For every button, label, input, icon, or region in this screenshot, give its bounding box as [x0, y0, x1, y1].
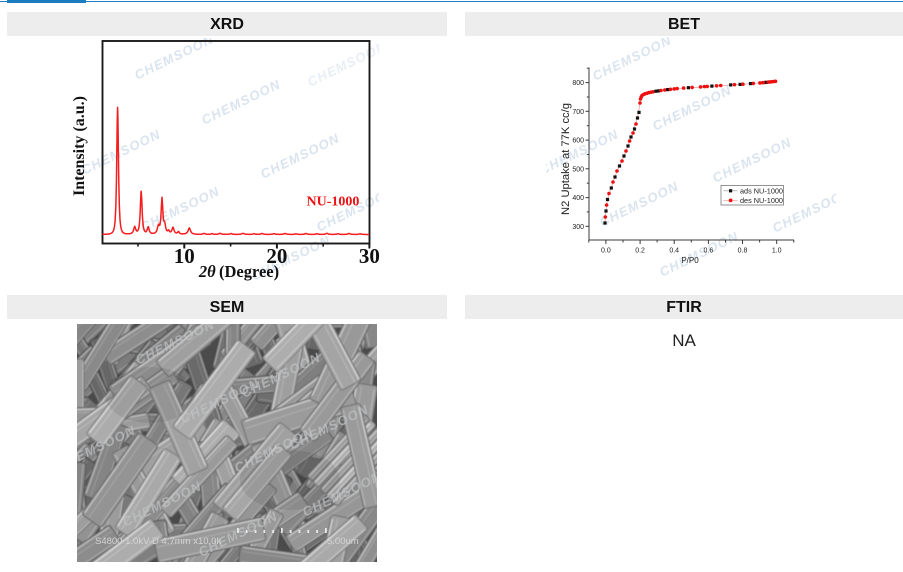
svg-text:CHEMSOON: CHEMSOON [305, 38, 389, 89]
svg-text:0.6: 0.6 [704, 247, 714, 254]
svg-text:1.0: 1.0 [772, 247, 782, 254]
svg-text:P/P0: P/P0 [681, 256, 699, 265]
svg-text:Intensity (a.u.): Intensity (a.u.) [71, 96, 88, 196]
svg-text:CHEMSOON: CHEMSOON [710, 134, 794, 185]
svg-text:30: 30 [359, 244, 380, 268]
svg-text:0.0: 0.0 [601, 247, 611, 254]
svg-text:800: 800 [572, 80, 584, 87]
svg-text:des NU-1000: des NU-1000 [740, 196, 783, 205]
svg-text:0.2: 0.2 [635, 247, 645, 254]
svg-text:700: 700 [572, 109, 584, 116]
svg-text:CHEMSOON: CHEMSOON [597, 178, 681, 229]
svg-text:600: 600 [572, 138, 584, 145]
svg-text:CHEMSOON: CHEMSOON [258, 130, 342, 181]
svg-text:NU-1000: NU-1000 [307, 195, 360, 210]
svg-text:2θ (Degree): 2θ (Degree) [198, 262, 279, 281]
svg-text:300: 300 [572, 224, 584, 231]
svg-text:400: 400 [572, 195, 584, 202]
svg-text:CHEMSOON: CHEMSOON [138, 183, 222, 234]
svg-text:0.4: 0.4 [669, 247, 679, 254]
svg-text:20: 20 [266, 244, 287, 268]
svg-text:ads NU-1000: ads NU-1000 [740, 186, 783, 195]
svg-text:N2 Uptake at 77K cc/g: N2 Uptake at 77K cc/g [560, 103, 572, 215]
svg-text:0.8: 0.8 [738, 247, 748, 254]
svg-text:CHEMSOON: CHEMSOON [199, 76, 283, 127]
svg-text:CHEMSOON: CHEMSOON [590, 32, 674, 83]
svg-text:10: 10 [174, 244, 195, 268]
svg-text:CHEMSOON: CHEMSOON [132, 31, 216, 82]
svg-text:5.00um: 5.00um [327, 536, 359, 547]
svg-text:500: 500 [572, 166, 584, 173]
svg-text:S4800 1.0kV-D 4.7mm x10.0k: S4800 1.0kV-D 4.7mm x10.0k [95, 536, 221, 547]
svg-text:CHEMSOON: CHEMSOON [79, 126, 163, 177]
